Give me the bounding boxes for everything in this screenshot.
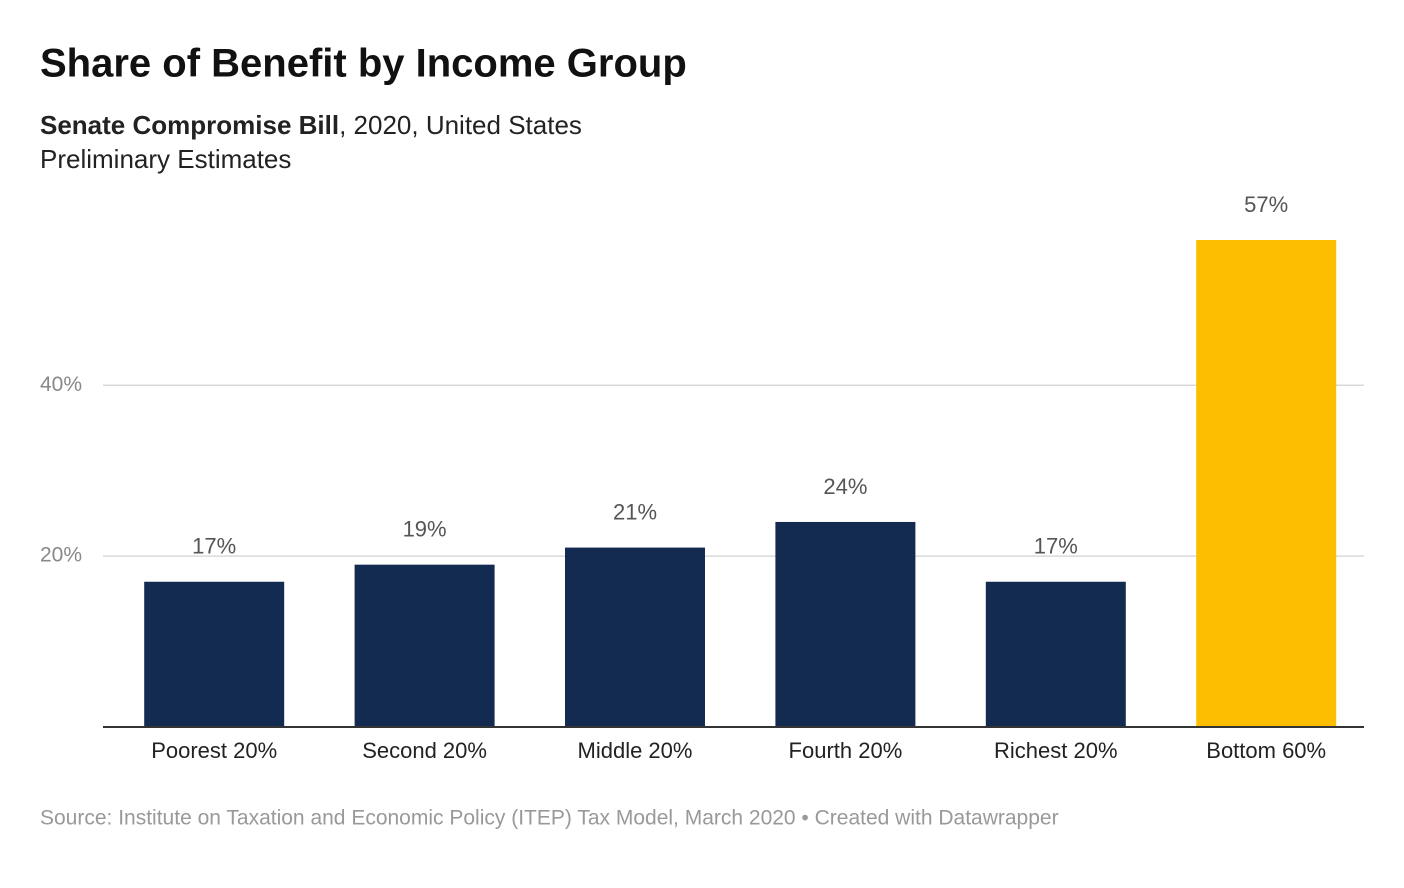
x-tick-label: Fourth 20% bbox=[789, 738, 903, 763]
chart-subtitle: Senate Compromise Bill, 2020, United Sta… bbox=[40, 110, 582, 140]
bar bbox=[985, 581, 1126, 727]
value-label: 17% bbox=[192, 534, 236, 559]
x-tick-label: Richest 20% bbox=[994, 738, 1118, 763]
y-tick-label: 40% bbox=[40, 373, 82, 396]
subtitle-bold: Senate Compromise Bill bbox=[40, 110, 339, 140]
subtitle-rest: , 2020, United States bbox=[339, 110, 582, 140]
bar bbox=[775, 521, 916, 727]
chart-title: Share of Benefit by Income Group bbox=[40, 42, 687, 86]
x-tick-label: Poorest 20% bbox=[151, 738, 277, 763]
x-tick-label: Middle 20% bbox=[578, 738, 693, 763]
value-label: 24% bbox=[823, 474, 867, 499]
bar bbox=[354, 564, 495, 727]
bar bbox=[565, 547, 705, 727]
x-tick-label: Second 20% bbox=[362, 738, 487, 763]
bar bbox=[1196, 240, 1337, 727]
x-tick-label: Bottom 60% bbox=[1206, 738, 1326, 763]
value-label: 17% bbox=[1034, 534, 1078, 559]
y-tick-label: 20% bbox=[40, 544, 82, 567]
source-note: Source: Institute on Taxation and Econom… bbox=[40, 807, 1059, 830]
value-label: 19% bbox=[403, 516, 447, 541]
value-label: 21% bbox=[613, 499, 657, 524]
value-label: 57% bbox=[1244, 192, 1288, 217]
bar bbox=[144, 581, 285, 727]
chart-subtitle-line2: Preliminary Estimates bbox=[40, 144, 291, 174]
